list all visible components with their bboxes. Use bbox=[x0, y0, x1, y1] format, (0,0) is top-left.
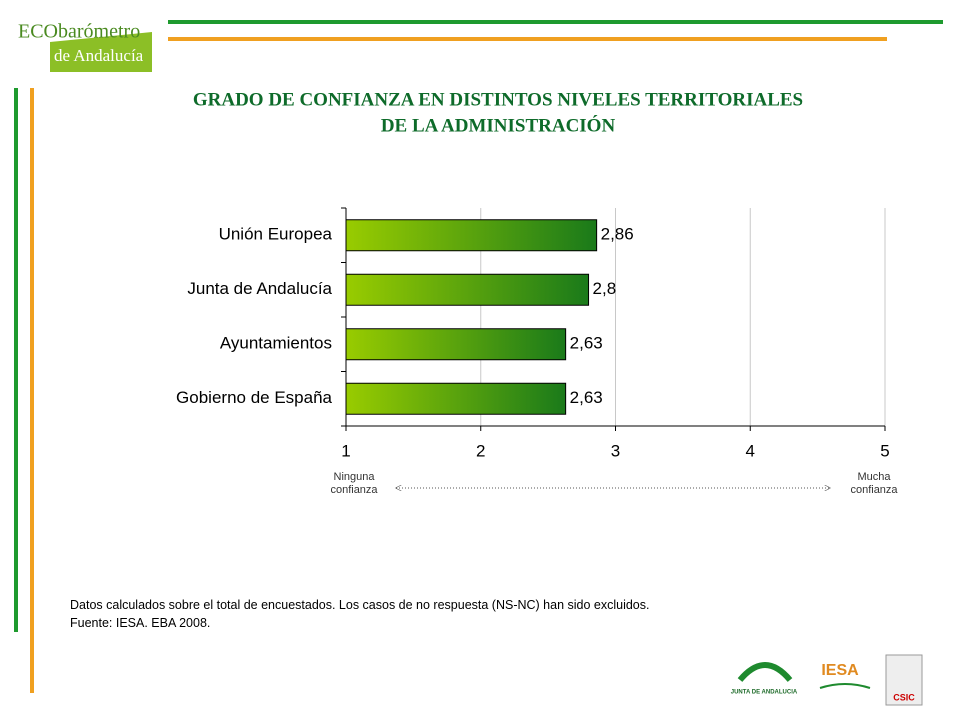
logo-bg bbox=[50, 32, 152, 72]
value-label: 2,63 bbox=[570, 334, 603, 353]
bar bbox=[345, 328, 567, 361]
value-label: 2,8 bbox=[593, 279, 617, 298]
annotation: Ninguna confianza bbox=[330, 471, 378, 496]
chart-title: GRADO DE CONFIANZA EN DISTINTOS NIVELES … bbox=[193, 89, 803, 110]
logo-csic bbox=[885, 654, 923, 706]
y-tick-label: Gobierno de España bbox=[176, 388, 332, 407]
value-label: 2,63 bbox=[570, 388, 603, 407]
footnote: Fuente: IESA. EBA 2008. bbox=[70, 616, 211, 630]
bar bbox=[345, 219, 598, 252]
logo-iesa bbox=[819, 683, 871, 689]
logo-text: IESA bbox=[821, 662, 859, 679]
x-tick-label: 4 bbox=[746, 441, 755, 460]
y-tick-label: Junta de Andalucía bbox=[187, 279, 332, 298]
x-tick-label: 2 bbox=[476, 441, 485, 460]
logo-text: ECObarómetro bbox=[18, 21, 140, 43]
logo-text: JUNTA DE ANDALUCIA bbox=[731, 690, 798, 696]
x-tick-label: 5 bbox=[880, 441, 889, 460]
value-label: 2,86 bbox=[601, 225, 634, 244]
footnote: Datos calculados sobre el total de encue… bbox=[70, 598, 650, 612]
chart-title: DE LA ADMINISTRACIÓN bbox=[381, 114, 616, 136]
bar bbox=[345, 273, 590, 306]
y-tick-label: Ayuntamientos bbox=[220, 334, 332, 353]
logo-text: CSIC bbox=[893, 692, 915, 702]
logo-junta bbox=[737, 662, 793, 682]
logo-text: de Andalucía bbox=[54, 46, 144, 65]
x-tick-label: 3 bbox=[611, 441, 620, 460]
y-tick-label: Unión Europea bbox=[219, 225, 333, 244]
annotation: Mucha confianza bbox=[850, 471, 898, 496]
bar bbox=[345, 382, 567, 415]
x-tick-label: 1 bbox=[341, 441, 350, 460]
